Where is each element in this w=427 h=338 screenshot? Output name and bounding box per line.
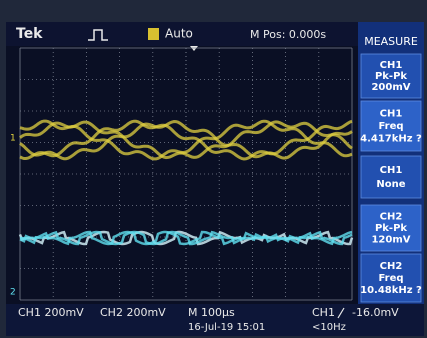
trigger-mode: Auto: [165, 27, 193, 41]
trigger-source: CH1: [312, 306, 335, 319]
timebase: M 100µs: [188, 306, 235, 319]
ch1-scale: CH1 200mV: [18, 306, 84, 319]
measure-title: MEASURE: [364, 35, 418, 48]
trigger-freq: <10Hz: [312, 322, 346, 333]
auto-icon: [148, 28, 159, 40]
measure-channel: CH2: [380, 261, 403, 272]
ch1-marker: 1: [10, 134, 16, 144]
date: 16-Jul-19 15:01: [188, 322, 265, 333]
measure-channel: CH1: [380, 165, 403, 176]
oscilloscope-screen: Tek Auto M Pos: 0.000s 1 2 MEASURE CH1Pk…: [0, 0, 427, 338]
measure-channel: CH1: [380, 60, 403, 71]
ch2-scale: CH2 200mV: [100, 306, 166, 319]
measure-value: 120mV: [371, 235, 410, 246]
measure-type: Pk-Pk: [375, 223, 407, 234]
measure-channel: CH1: [380, 109, 403, 120]
measure-channel: CH2: [380, 212, 403, 223]
ch2-marker: 2: [10, 288, 16, 298]
display: [6, 22, 358, 304]
brand: Tek: [16, 26, 43, 42]
trigger-level: -16.0mV: [352, 306, 399, 319]
measure-value: 10.48kHz ?: [360, 285, 422, 296]
measure-type: Freq: [378, 121, 403, 132]
measure-type: Freq: [378, 273, 403, 284]
position: M Pos: 0.000s: [250, 28, 326, 41]
measure-type: Pk-Pk: [375, 71, 407, 82]
measure-value: 4.417kHz ?: [360, 134, 422, 145]
measure-item: [361, 156, 421, 198]
measure-value: 200mV: [371, 82, 410, 93]
measure-type: None: [376, 179, 405, 190]
